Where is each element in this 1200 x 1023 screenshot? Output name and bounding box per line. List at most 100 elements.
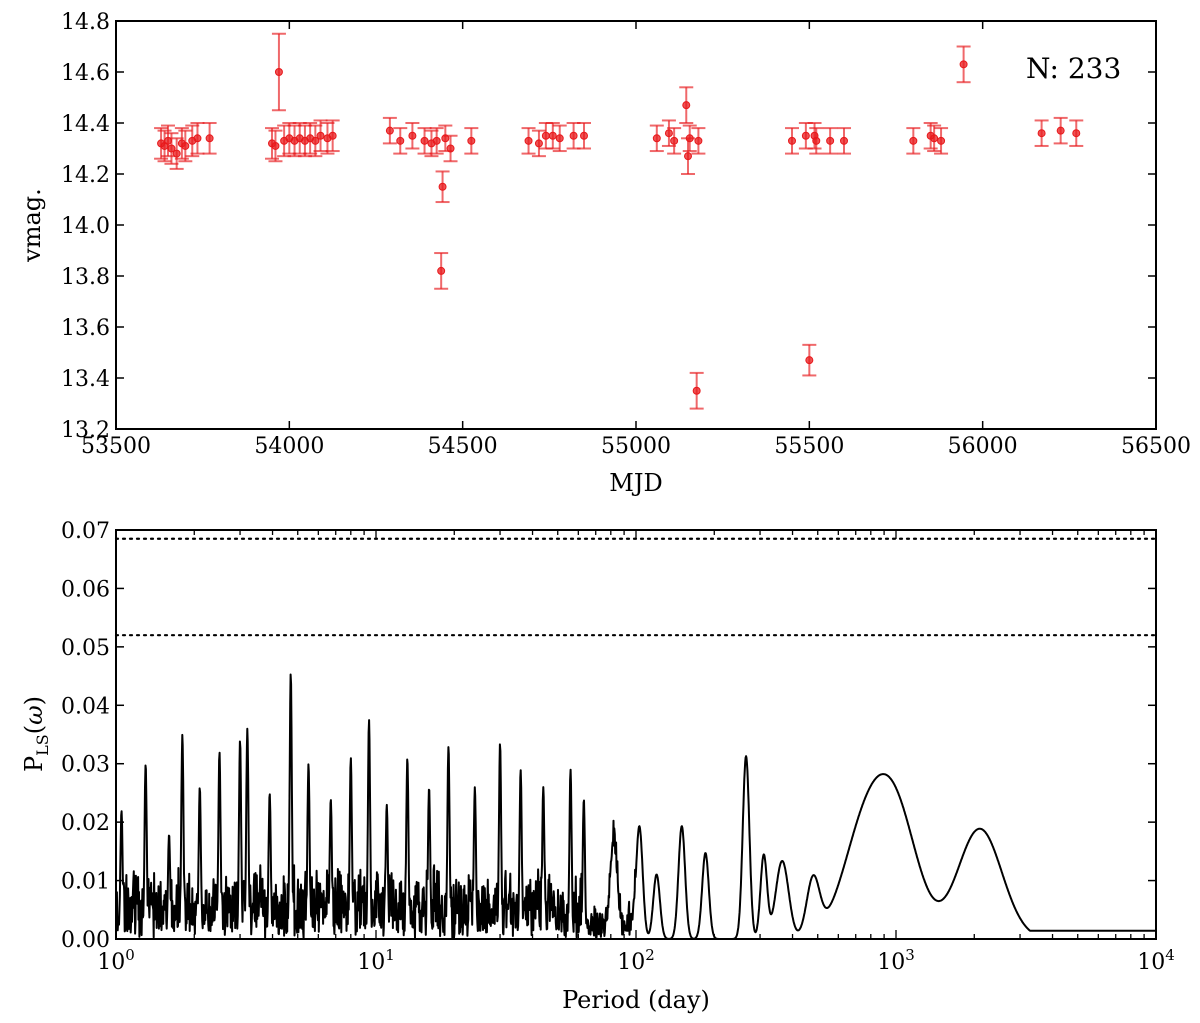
- marker: [684, 152, 692, 161]
- data-point: [823, 127, 838, 155]
- x-tick-label: 56000: [948, 434, 1018, 459]
- marker: [1056, 126, 1065, 135]
- data-point: [798, 122, 813, 150]
- data-point: [691, 127, 706, 155]
- y-tick-label: 14.6: [61, 61, 110, 86]
- x-tick-label: 54500: [428, 434, 498, 459]
- marker: [670, 136, 679, 145]
- marker: [840, 136, 848, 145]
- y-tick-label: 14.2: [61, 163, 110, 188]
- data-point: [682, 124, 697, 153]
- data-point: [382, 116, 397, 145]
- periodogram-ticks: 0.00 0.01 0.02 0.03 0.04 0.05 0.06 0.07 100 101 10…: [61, 519, 1175, 975]
- x-tick-label: 103: [877, 946, 915, 975]
- marker: [801, 131, 810, 140]
- marker: [432, 136, 441, 145]
- data-point: [1034, 119, 1049, 147]
- data-point: [417, 127, 432, 155]
- periodogram-frame: [115, 529, 1157, 940]
- data-point: [1069, 119, 1084, 147]
- y-tick-label: 13.2: [61, 418, 110, 443]
- data-point: [802, 343, 817, 377]
- data-point: [434, 252, 449, 290]
- light-curve-frame: [115, 20, 1157, 430]
- data-point: [689, 371, 704, 410]
- periodogram-panel: 0.00 0.01 0.02 0.03 0.04 0.05 0.06 0.07 100 101 10…: [20, 519, 1175, 1014]
- count-annotation: N: 233: [1026, 52, 1121, 85]
- x-tick-label: 56500: [1121, 434, 1191, 459]
- marker: [328, 131, 337, 140]
- data-point: [287, 124, 302, 158]
- data-point: [521, 127, 536, 155]
- marker: [555, 134, 564, 143]
- data-point: [464, 127, 479, 155]
- light-curve-ylabel: vmag.: [18, 188, 46, 263]
- y-tick-label: 14.8: [61, 10, 110, 35]
- x-tick-label: 55500: [774, 434, 844, 459]
- marker: [959, 60, 968, 69]
- data-point: [667, 127, 682, 155]
- marker: [172, 149, 181, 158]
- data-point: [956, 45, 971, 84]
- data-point: [1053, 116, 1068, 145]
- data-point: [164, 132, 179, 165]
- data-point: [577, 122, 591, 150]
- marker: [909, 136, 918, 145]
- light-curve-points: [154, 32, 1084, 410]
- data-point: [649, 124, 664, 153]
- y-tick-label: 13.6: [61, 316, 110, 341]
- y-tick-label: 13.4: [61, 367, 110, 392]
- data-point: [393, 127, 408, 155]
- marker: [694, 136, 703, 145]
- x-tick-label: 104: [1137, 946, 1175, 975]
- marker: [271, 141, 280, 150]
- marker: [1037, 129, 1046, 138]
- data-point: [435, 170, 450, 204]
- marker: [316, 131, 325, 140]
- marker: [193, 134, 202, 143]
- data-point: [325, 119, 340, 153]
- marker: [664, 129, 673, 138]
- data-point: [320, 122, 335, 155]
- y-tick-label: 0.03: [61, 753, 110, 778]
- marker: [385, 126, 394, 135]
- marker: [467, 136, 476, 145]
- marker: [205, 134, 214, 143]
- data-point: [785, 127, 799, 155]
- data-point: [809, 127, 824, 155]
- data-point: [566, 122, 581, 150]
- light-curve-ticks: 53500 54000 54500 55000 55500 56000 56500 13.2 1…: [61, 10, 1191, 459]
- data-point: [268, 129, 283, 163]
- x-tick-label: 101: [357, 946, 395, 975]
- y-tick-label: 14.4: [61, 112, 110, 137]
- data-point: [679, 86, 694, 124]
- marker: [181, 141, 190, 150]
- data-point: [837, 127, 851, 155]
- marker: [1072, 129, 1081, 138]
- data-point: [313, 119, 328, 153]
- data-point: [169, 137, 184, 170]
- marker: [548, 131, 557, 140]
- x-tick-label: 102: [617, 946, 655, 975]
- marker: [685, 134, 694, 143]
- y-tick-label: 0.06: [61, 577, 110, 602]
- marker: [930, 134, 939, 143]
- light-curve-panel: 53500 54000 54500 55000 55500 56000 56500 13.2 1…: [18, 10, 1191, 497]
- marker: [396, 136, 405, 145]
- marker: [311, 136, 320, 145]
- marker: [805, 356, 814, 365]
- light-curve-xlabel: MJD: [609, 469, 662, 497]
- marker: [534, 139, 543, 148]
- data-point: [531, 129, 546, 158]
- periodogram-curve: [115, 673, 1157, 940]
- data-point: [405, 122, 420, 150]
- x-tick-label: 53500: [81, 434, 151, 459]
- y-tick-label: 0.00: [61, 928, 110, 953]
- data-point: [906, 127, 921, 155]
- marker: [437, 266, 446, 275]
- x-tick-label: 55000: [601, 434, 671, 459]
- marker: [788, 136, 796, 145]
- y-tick-label: 0.02: [61, 811, 110, 836]
- data-point: [934, 127, 949, 155]
